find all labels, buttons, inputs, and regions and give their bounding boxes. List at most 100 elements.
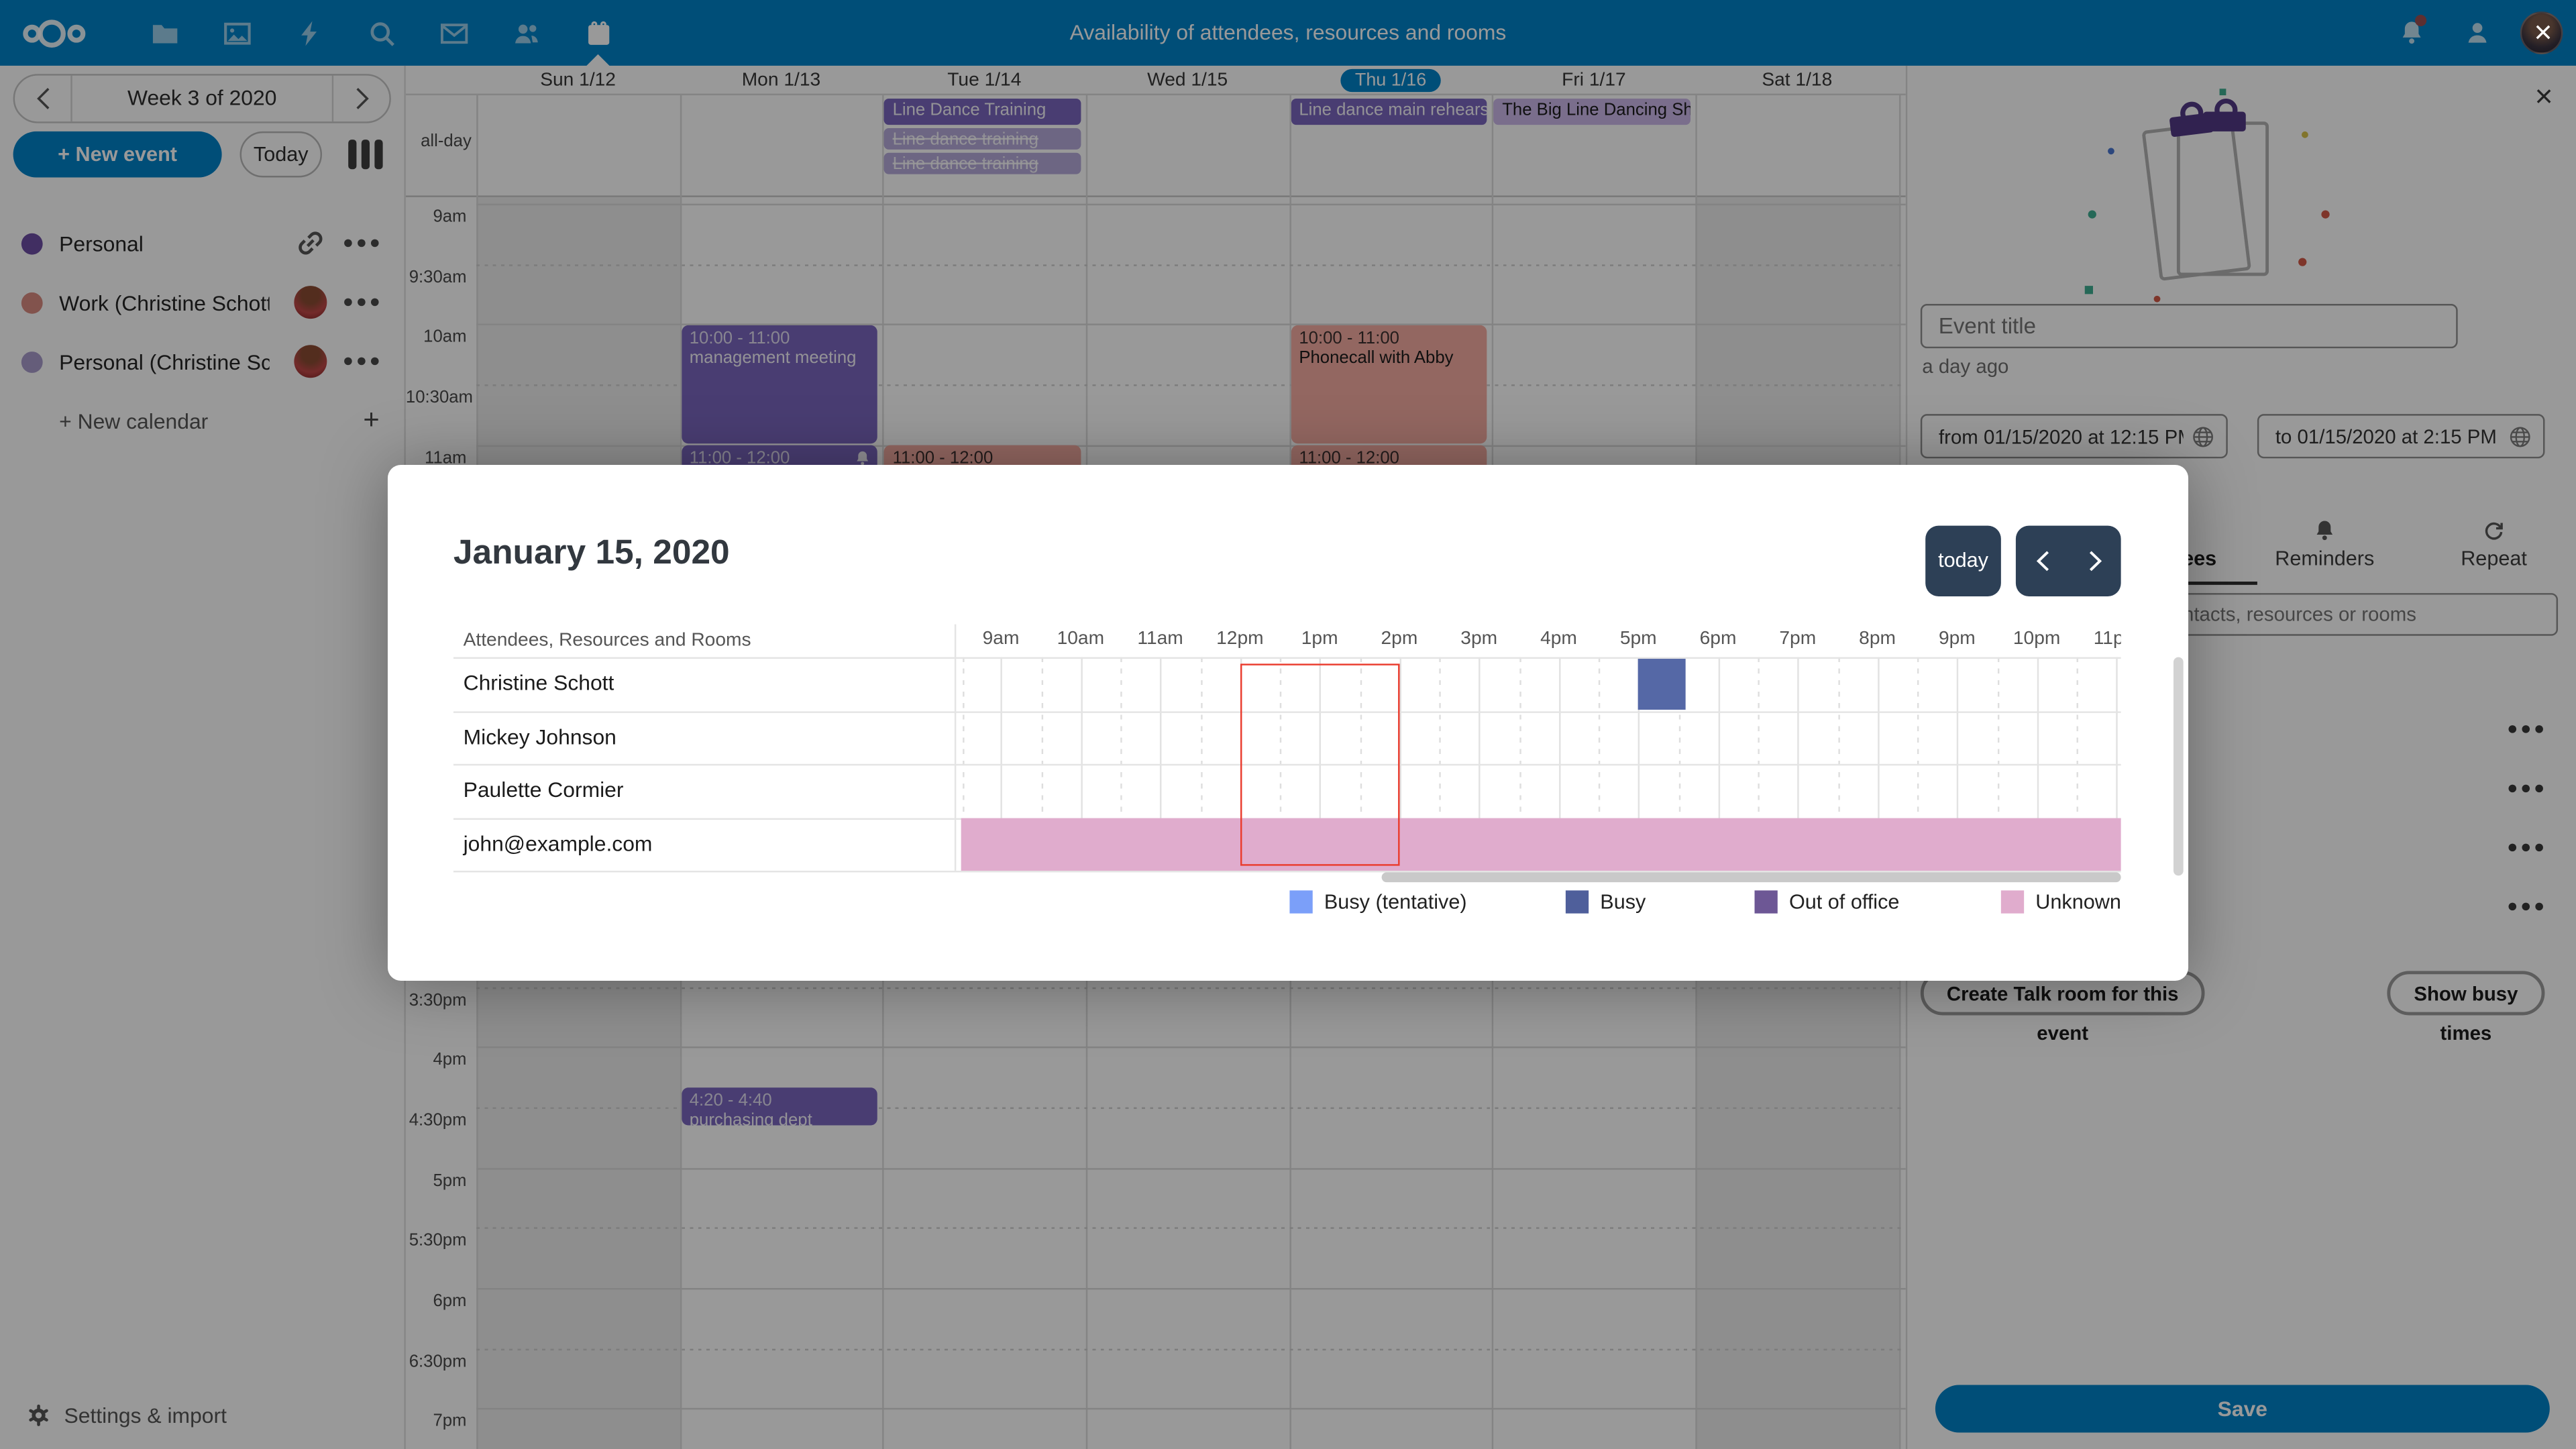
day-header[interactable]: Tue 1/14 [947, 70, 1022, 91]
next-day-button[interactable] [2068, 526, 2121, 596]
all-day-event[interactable]: Line dance main rehearsal [1291, 98, 1488, 125]
time-axis-label: 10am [423, 327, 467, 347]
calendar-menu-icon[interactable]: ●●● [342, 292, 383, 313]
time-gridline [476, 324, 1906, 326]
show-busy-times-button[interactable]: Show busy times [2387, 971, 2545, 1045]
time-axis-label: 7pm [433, 1411, 467, 1432]
day-header[interactable]: Mon 1/13 [741, 70, 821, 91]
time-axis-label: 5:30pm [409, 1230, 467, 1251]
time-axis-label: 10:30am [405, 387, 474, 408]
tab-repeat[interactable]: Repeat [2404, 513, 2576, 582]
calendar-icon[interactable] [562, 0, 635, 66]
all-day-event[interactable]: Line Dance Training [884, 98, 1081, 125]
hour-label: 8pm [1859, 629, 1896, 649]
end-datetime-field[interactable] [2257, 414, 2545, 459]
share-link-icon[interactable] [294, 227, 327, 260]
availability-modal: January 15, 2020 today Attendees, Resour… [387, 465, 2189, 981]
day-header[interactable]: Sun 1/12 [540, 70, 616, 91]
legend-item: Unknown [2000, 889, 2121, 914]
legend-item: Out of office [1754, 889, 1899, 914]
new-event-button[interactable]: + New event [13, 131, 222, 178]
today-button[interactable]: Today [239, 131, 323, 178]
files-icon[interactable] [128, 0, 201, 66]
modal-today-button[interactable]: today [1925, 525, 2001, 596]
search-icon[interactable] [345, 0, 417, 66]
app-navigation [128, 0, 634, 66]
legend-swatch [1565, 890, 1589, 913]
hour-label: 9am [982, 629, 1020, 649]
attendee-menu-icon[interactable]: ●●● [2507, 837, 2547, 858]
hour-label: 3pm [1460, 629, 1498, 649]
calendar-name: Personal (Christine Scho… [59, 349, 270, 374]
timezone-globe-icon[interactable] [2509, 425, 2532, 447]
calendar-menu-icon[interactable]: ●●● [342, 233, 383, 254]
day-header[interactable]: Sat 1/18 [1762, 70, 1833, 91]
hour-label: 9pm [1938, 629, 1976, 649]
vertical-scrollbar[interactable] [2174, 657, 2184, 876]
calendar-event[interactable]: 4:20 - 4:40 purchasing dept [681, 1087, 878, 1126]
owner-avatar [294, 286, 327, 319]
all-day-event[interactable]: Line dance training [884, 152, 1081, 174]
calendar-menu-icon[interactable]: ●●● [342, 352, 383, 372]
attendee-menu-icon[interactable]: ●●● [2507, 897, 2547, 917]
new-calendar-button[interactable]: + New calendar + [0, 399, 406, 442]
attendee-menu-icon[interactable]: ●●● [2507, 778, 2547, 799]
active-app-indicator [586, 54, 610, 66]
calendar-item[interactable]: Work (Christine Schott) ●●● [0, 281, 406, 324]
week-navigation: Week 3 of 2020 [13, 74, 391, 123]
notifications-bell-icon[interactable] [2379, 0, 2445, 66]
hour-label: 10am [1057, 629, 1105, 649]
time-gridline [476, 1348, 1906, 1350]
row-divider [453, 763, 2121, 766]
next-week-button[interactable] [333, 76, 389, 122]
week-label[interactable]: Week 3 of 2020 [70, 75, 334, 122]
availability-block-unknown [961, 818, 2121, 870]
time-axis-label: 11am [425, 447, 467, 468]
all-day-event[interactable]: Line dance training [884, 128, 1081, 150]
time-axis-label: 4:30pm [409, 1110, 467, 1130]
event-title-input[interactable] [1920, 304, 2458, 349]
activity-icon[interactable] [273, 0, 345, 66]
grid-view-icon[interactable] [340, 138, 389, 171]
timezone-globe-icon[interactable] [2192, 425, 2214, 447]
user-avatar[interactable] [2520, 11, 2563, 54]
end-datetime-input[interactable] [2257, 414, 2545, 459]
day-header[interactable]: Fri 1/17 [1562, 70, 1626, 91]
reminder-bell-icon [855, 450, 871, 466]
day-header[interactable]: Wed 1/15 [1147, 70, 1228, 91]
calendar-color-dot [21, 291, 43, 313]
attendee-menu-icon[interactable]: ●●● [2507, 719, 2547, 740]
calendar-color-dot [21, 232, 43, 254]
calendar-name: Work (Christine Schott) [59, 290, 270, 315]
day-header[interactable]: Thu 1/16 [1289, 66, 1493, 95]
gear-icon [29, 1403, 48, 1426]
contacts-menu-icon[interactable] [2445, 0, 2510, 66]
hour-label: 7pm [1779, 629, 1817, 649]
calendar-item[interactable]: Personal ●●● [0, 222, 406, 265]
start-datetime-field[interactable] [1920, 414, 2228, 459]
tab-reminders[interactable]: Reminders [2235, 513, 2415, 582]
start-datetime-input[interactable] [1920, 414, 2228, 459]
time-axis-label: 9am [433, 207, 467, 227]
calendar-event[interactable]: 10:00 - 11:00 Phonecall with Abby [1291, 325, 1488, 443]
contacts-icon[interactable] [490, 0, 562, 66]
modal-close-icon[interactable]: × [2534, 16, 2553, 51]
clipboard-illustration [2084, 89, 2367, 319]
save-button[interactable]: Save [1935, 1385, 2550, 1433]
horizontal-scrollbar[interactable] [1381, 872, 2121, 883]
close-sidebar-icon[interactable]: × [2534, 80, 2553, 115]
row-divider [453, 710, 2121, 712]
all-day-event[interactable]: The Big Line Dancing Show [1493, 98, 1691, 125]
time-axis-label: 4pm [433, 1050, 467, 1070]
selected-timeslot-outline [1240, 663, 1399, 865]
settings-import-button[interactable]: Settings & import [0, 1393, 406, 1436]
previous-week-button[interactable] [15, 76, 70, 122]
time-gridline [476, 1046, 1906, 1049]
nextcloud-logo-icon[interactable] [23, 0, 102, 66]
photos-icon[interactable] [201, 0, 273, 66]
calendar-event[interactable]: 10:00 - 11:00 management meeting [681, 325, 878, 443]
time-gridline [476, 986, 1906, 989]
mail-icon[interactable] [417, 0, 490, 66]
previous-day-button[interactable] [2016, 526, 2068, 596]
calendar-item[interactable]: Personal (Christine Scho… ●●● [0, 340, 406, 383]
